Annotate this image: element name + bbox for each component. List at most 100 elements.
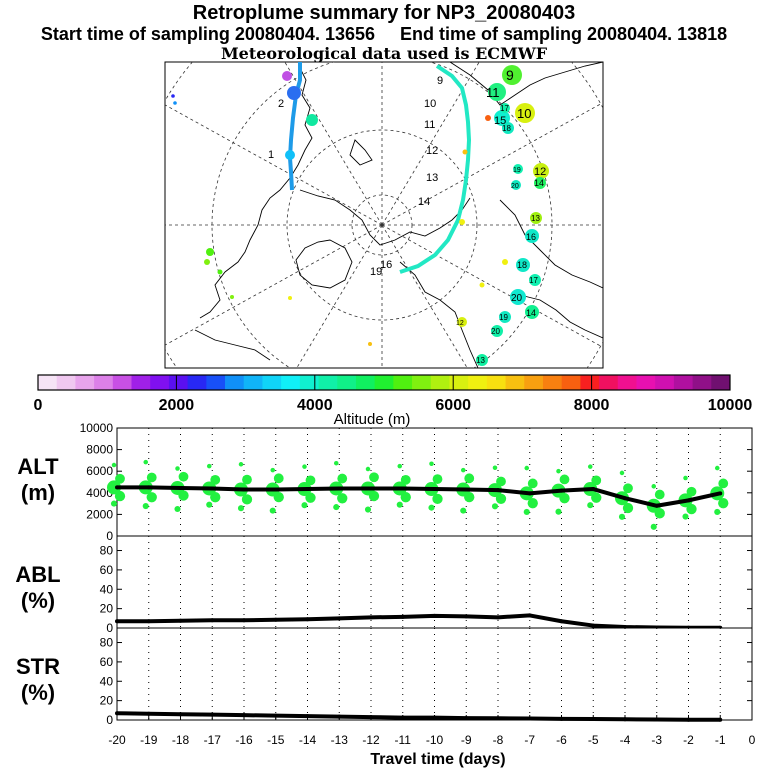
cluster-dot [623, 483, 633, 494]
y-tick-label: 6000 [86, 464, 113, 478]
cluster-dot [555, 508, 562, 515]
x-tick-label: -10 [426, 733, 444, 747]
colorbar-cell [94, 375, 114, 390]
cluster-marker [206, 248, 214, 256]
cluster-dot [651, 484, 657, 489]
cluster-dot [718, 498, 729, 509]
track-b-label: 16 [380, 259, 392, 271]
panel-ylabel-line1: ABL [15, 562, 60, 587]
lat-circle-70 [286, 129, 478, 321]
cluster-dot [400, 474, 411, 485]
colorbar-cell [112, 375, 132, 390]
y-tick-label: 0 [106, 529, 113, 543]
end-time-label: End time of sampling 20080404. 13818 [400, 24, 728, 44]
x-tick-label: -20 [108, 733, 126, 747]
series-line [117, 613, 721, 630]
cluster-label: 14 [534, 178, 544, 188]
colorbar-cell [318, 375, 338, 390]
x-tick-label: -1 [715, 733, 726, 747]
x-tick-label: -15 [267, 733, 285, 747]
x-tick-label: -18 [172, 733, 190, 747]
colorbar-cell [412, 375, 432, 390]
cluster-dot [143, 459, 149, 465]
cluster-marker [516, 258, 530, 272]
cluster-marker [533, 163, 549, 179]
cluster-marker [511, 180, 521, 190]
cluster-dot [686, 503, 697, 515]
track-b-clusters [171, 65, 549, 366]
data-point [591, 623, 596, 628]
colorbar-cell [355, 375, 376, 390]
colorbar-cell [374, 375, 394, 390]
x-tick-label: 0 [749, 733, 756, 747]
cluster-label: 18 [517, 260, 527, 270]
cluster-label: 17 [529, 276, 538, 285]
cluster-marker [368, 342, 372, 346]
cluster-dot [619, 470, 625, 476]
cluster-dot [396, 501, 403, 508]
cluster-label: 19 [499, 313, 508, 322]
panel-ylabel-line2: (m) [21, 480, 55, 505]
colorbar-cell [56, 375, 76, 390]
coastline-southwest [194, 329, 271, 361]
cluster-dot [496, 476, 506, 487]
cluster-dot [210, 474, 221, 485]
colorbar-cell [75, 375, 95, 390]
cluster-marker [510, 289, 526, 305]
colorbar-tick-label: 4000 [297, 397, 333, 414]
x-tick-label: -17 [204, 733, 222, 747]
cluster-dot [270, 467, 276, 473]
y-tick-label: 80 [100, 636, 114, 650]
x-tick-label: -4 [620, 733, 631, 747]
colorbar-cell [673, 375, 693, 390]
colorbar-cell [449, 375, 469, 390]
coastlines [194, 62, 603, 368]
cluster-label: 13 [531, 214, 540, 223]
colorbar-cells [38, 375, 731, 390]
x-tick-label: -11 [395, 733, 412, 747]
cluster-marker [459, 219, 465, 225]
data-point [686, 498, 691, 503]
cluster-dot [369, 472, 379, 483]
data-point [146, 711, 151, 716]
data-point [115, 711, 119, 716]
coastline-north [449, 62, 603, 106]
data-point [210, 712, 215, 717]
cluster-label: 12 [534, 166, 546, 178]
meridian-300 [165, 104, 383, 226]
cluster-marker [502, 65, 522, 85]
cluster-marker [476, 354, 488, 366]
panel-ylabel-line2: (%) [21, 588, 55, 613]
data-point [305, 617, 310, 622]
coastline-west [199, 67, 313, 319]
x-tick-label: -2 [683, 733, 694, 747]
cluster-dot [146, 492, 157, 503]
colorbar-cell [636, 375, 656, 390]
cluster-dot [591, 492, 602, 503]
cluster-marker [285, 150, 295, 160]
cluster-dot [524, 465, 530, 471]
data-point [432, 613, 437, 618]
colorbar-tick-label: 6000 [435, 397, 471, 414]
series-line [117, 485, 721, 508]
cluster-marker [513, 164, 523, 174]
cluster-dot [492, 465, 498, 471]
cluster-marker [515, 103, 535, 123]
data-point [718, 491, 723, 496]
colorbar-cell [692, 375, 712, 390]
data-point [210, 486, 215, 491]
y-tick-label: 10000 [80, 421, 114, 435]
cluster-dot [269, 507, 276, 514]
y-tick-label: 80 [100, 544, 114, 558]
colorbar-cell [524, 375, 544, 390]
data-point [115, 485, 119, 490]
cluster-labels: 9 11 10 15 17 18 12 14 19 20 13 16 18 17… [456, 67, 546, 365]
data-point [210, 618, 215, 623]
cluster-label: 14 [526, 308, 536, 318]
cluster-dot [556, 468, 561, 474]
data-point [178, 618, 183, 623]
y-tick-label: 40 [100, 674, 114, 688]
cluster-dot [491, 503, 499, 510]
data-point [146, 485, 151, 490]
track-b-label: 14 [418, 196, 430, 208]
